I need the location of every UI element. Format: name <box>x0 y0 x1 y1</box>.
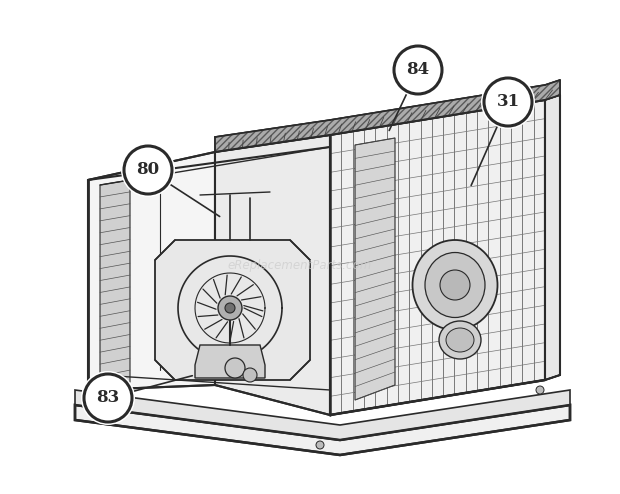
Polygon shape <box>100 180 130 388</box>
Polygon shape <box>215 80 560 152</box>
Text: 83: 83 <box>96 389 120 407</box>
Circle shape <box>536 386 544 394</box>
Circle shape <box>96 411 104 419</box>
Circle shape <box>124 146 172 194</box>
Text: 31: 31 <box>497 93 520 111</box>
Polygon shape <box>75 405 570 455</box>
Polygon shape <box>88 152 215 390</box>
Ellipse shape <box>446 328 474 352</box>
Circle shape <box>316 441 324 449</box>
Text: eReplacementParts.com: eReplacementParts.com <box>228 258 372 272</box>
Circle shape <box>481 75 535 129</box>
Text: 80: 80 <box>136 162 159 178</box>
Circle shape <box>484 78 532 126</box>
Circle shape <box>440 270 470 300</box>
Circle shape <box>84 374 132 422</box>
Polygon shape <box>195 345 265 378</box>
Polygon shape <box>75 390 570 440</box>
Circle shape <box>394 46 442 94</box>
Circle shape <box>121 143 175 197</box>
Polygon shape <box>330 100 545 415</box>
Ellipse shape <box>439 321 481 359</box>
Circle shape <box>391 43 445 97</box>
Ellipse shape <box>425 252 485 318</box>
Polygon shape <box>355 138 395 400</box>
Polygon shape <box>215 80 560 152</box>
Circle shape <box>225 358 245 378</box>
Polygon shape <box>215 135 330 415</box>
Polygon shape <box>155 240 310 380</box>
Circle shape <box>243 368 257 382</box>
Circle shape <box>218 296 242 320</box>
Circle shape <box>225 303 235 313</box>
Text: 84: 84 <box>407 61 430 79</box>
Circle shape <box>81 371 135 425</box>
Polygon shape <box>545 95 560 380</box>
Ellipse shape <box>412 240 497 330</box>
